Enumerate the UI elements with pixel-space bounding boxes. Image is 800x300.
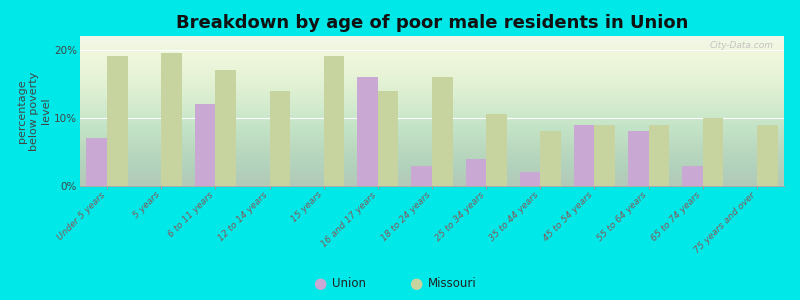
- Bar: [540, 131, 561, 186]
- Title: Breakdown by age of poor male residents in Union: Breakdown by age of poor male residents …: [176, 14, 688, 32]
- Bar: [324, 56, 344, 186]
- Bar: [107, 56, 128, 186]
- Bar: [270, 91, 290, 186]
- Bar: [649, 124, 669, 186]
- Text: ●: ●: [410, 276, 422, 291]
- Bar: [702, 118, 723, 186]
- Bar: [195, 104, 215, 186]
- Bar: [411, 166, 432, 186]
- Text: Missouri: Missouri: [428, 277, 477, 290]
- Bar: [466, 159, 486, 186]
- Bar: [574, 124, 594, 186]
- Bar: [215, 70, 236, 186]
- Bar: [594, 124, 615, 186]
- Bar: [757, 124, 778, 186]
- Bar: [682, 166, 702, 186]
- Bar: [378, 91, 398, 186]
- Text: Union: Union: [332, 277, 366, 290]
- Bar: [86, 138, 107, 186]
- Bar: [358, 77, 378, 186]
- Bar: [486, 114, 506, 186]
- Bar: [520, 172, 540, 186]
- Text: City-Data.com: City-Data.com: [710, 40, 774, 50]
- Text: ●: ●: [314, 276, 326, 291]
- Bar: [162, 53, 182, 186]
- Bar: [432, 77, 453, 186]
- Y-axis label: percentage
below poverty
level: percentage below poverty level: [17, 71, 51, 151]
- Bar: [628, 131, 649, 186]
